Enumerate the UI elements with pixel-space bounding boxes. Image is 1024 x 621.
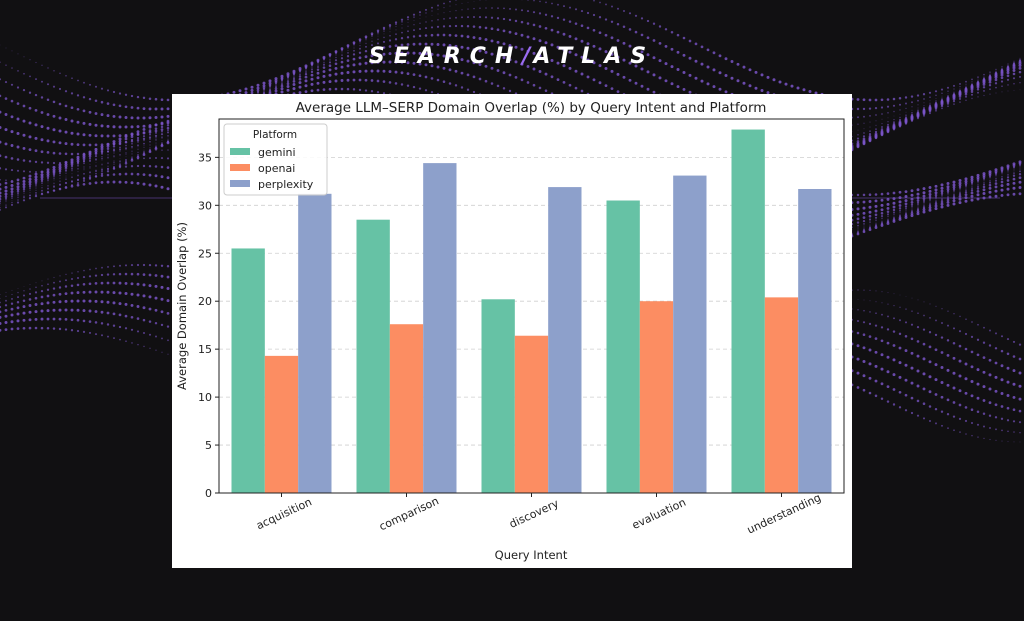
wave-band xyxy=(0,263,200,366)
bar-perplexity-discovery xyxy=(548,187,582,493)
bar-perplexity-acquisition xyxy=(298,193,332,494)
y-tick-label: 25 xyxy=(198,247,212,260)
wave-band xyxy=(838,289,1022,443)
legend-label-openai: openai xyxy=(258,162,295,175)
y-axis-label: Average Domain Overlap (%) xyxy=(175,222,189,390)
chart-panel: Average LLM–SERP Domain Overlap (%) by Q… xyxy=(172,94,852,568)
y-tick-label: 15 xyxy=(198,343,212,356)
brand-left: SEARCH xyxy=(368,44,523,69)
y-tick-label: 5 xyxy=(205,439,212,452)
bars xyxy=(231,129,832,494)
bar-openai-understanding xyxy=(764,297,799,493)
y-tick-label: 35 xyxy=(198,151,212,164)
bar-perplexity-comparison xyxy=(423,163,457,494)
legend-box xyxy=(223,123,328,196)
bar-gemini-discovery xyxy=(481,299,515,493)
x-axis-label: Query Intent xyxy=(495,548,568,562)
legend-title: Platform xyxy=(253,129,297,141)
bar-openai-comparison xyxy=(389,324,424,493)
legend-swatch-perplexity xyxy=(230,180,250,187)
y-tick-label: 0 xyxy=(205,487,212,500)
legend-label-perplexity: perplexity xyxy=(258,178,314,191)
x-tick-label: acquisition xyxy=(254,495,314,532)
brand-right: ATLAS xyxy=(533,44,656,69)
y-tick-label: 10 xyxy=(198,391,212,404)
y-axis-ticks: 0 5 10 15 20 25 30 35 xyxy=(198,151,219,500)
x-axis-ticks: acquisition comparison discovery evaluation… xyxy=(254,491,823,537)
bar-openai-evaluation xyxy=(639,301,674,493)
x-tick-label: discovery xyxy=(507,497,561,531)
bar-gemini-understanding xyxy=(731,129,765,494)
bar-perplexity-understanding xyxy=(798,189,832,493)
legend-swatch-gemini xyxy=(230,148,250,155)
legend: Platform gemini openai perplexity xyxy=(223,123,328,196)
bar-openai-discovery xyxy=(514,335,549,493)
search-atlas-logo: SEARCH/ATLAS xyxy=(0,44,1024,69)
y-tick-label: 20 xyxy=(198,295,212,308)
legend-label-gemini: gemini xyxy=(258,146,296,159)
y-tick-label: 30 xyxy=(198,199,212,212)
legend-swatch-openai xyxy=(230,164,250,171)
bar-perplexity-evaluation xyxy=(673,175,707,493)
x-tick-label: evaluation xyxy=(630,496,688,532)
bar-gemini-comparison xyxy=(356,219,390,493)
bar-openai-acquisition xyxy=(264,355,299,493)
x-tick-label: comparison xyxy=(377,494,441,533)
brand-slash: / xyxy=(522,44,534,69)
chart-title: Average LLM–SERP Domain Overlap (%) by Q… xyxy=(296,100,767,116)
bar-gemini-evaluation xyxy=(606,200,640,493)
bar-gemini-acquisition xyxy=(231,248,265,493)
bar-chart: Average LLM–SERP Domain Overlap (%) by Q… xyxy=(175,100,845,562)
x-tick-label: understanding xyxy=(745,491,823,537)
